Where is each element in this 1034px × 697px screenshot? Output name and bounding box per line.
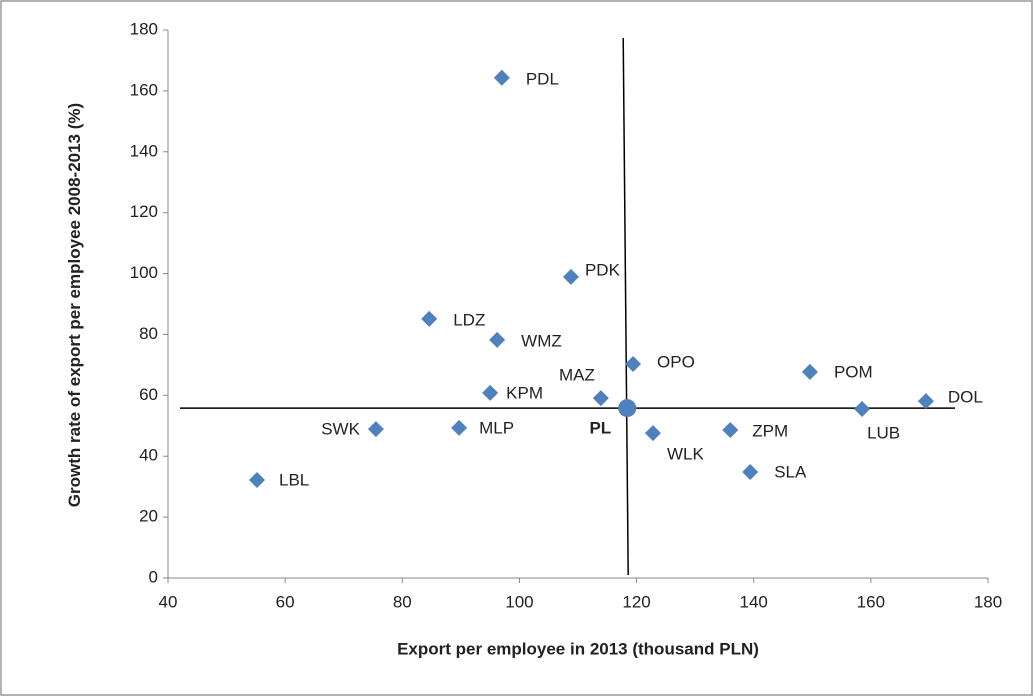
point-label: WMZ: [521, 331, 562, 350]
point-label: OPO: [657, 352, 695, 371]
point-label: MAZ: [559, 366, 595, 385]
data-point: [482, 384, 499, 401]
data-point: [644, 425, 661, 442]
data-point: [249, 471, 266, 488]
data-point: [625, 355, 642, 372]
data-point: [854, 401, 871, 418]
point-label: WLK: [667, 445, 705, 464]
y-tick-label: 20: [139, 507, 158, 526]
point-label: MLP: [479, 418, 514, 437]
x-tick-label: 60: [276, 592, 295, 611]
data-point: [722, 422, 739, 439]
x-tick-label: 120: [622, 592, 650, 611]
point-label: LBL: [279, 470, 309, 489]
y-tick-label: 100: [130, 263, 158, 282]
data-point: [493, 69, 510, 86]
data-point: [592, 390, 609, 407]
y-tick-label: 80: [139, 324, 158, 343]
point-label: POM: [834, 362, 873, 381]
y-axis-label: Growth rate of export per employee 2008-…: [65, 102, 84, 508]
point-label: LDZ: [453, 310, 485, 329]
data-point: [367, 421, 384, 438]
x-tick-label: 40: [159, 592, 178, 611]
point-label: PDL: [526, 69, 559, 88]
data-point: [421, 310, 438, 327]
y-tick-label: 60: [139, 385, 158, 404]
data-point: [917, 393, 934, 410]
y-tick-label: 40: [139, 446, 158, 465]
y-tick-label: 0: [149, 567, 158, 586]
x-tick-label: 180: [974, 592, 1002, 611]
y-tick-label: 120: [130, 202, 158, 221]
reference-point: [618, 399, 637, 418]
point-label: SLA: [774, 463, 807, 482]
point-label: SWK: [321, 420, 360, 439]
data-point: [489, 331, 506, 348]
x-tick-label: 140: [740, 592, 768, 611]
point-label: DOL: [948, 388, 983, 407]
point-label: ZPM: [752, 422, 788, 441]
y-tick-label: 160: [130, 80, 158, 99]
point-label: PDK: [585, 260, 621, 279]
point-label: LUB: [867, 424, 900, 443]
reference-label: PL: [589, 419, 611, 438]
data-point: [562, 268, 579, 285]
data-point: [801, 363, 818, 380]
x-axis-label: Export per employee in 2013 (thousand PL…: [397, 639, 759, 658]
y-tick-label: 140: [130, 141, 158, 160]
x-tick-label: 80: [393, 592, 412, 611]
x-tick-label: 100: [505, 592, 533, 611]
data-point: [742, 464, 759, 481]
data-point: [451, 419, 468, 436]
x-tick-label: 160: [857, 592, 885, 611]
point-label: KPM: [506, 383, 543, 402]
y-tick-label: 180: [130, 19, 158, 38]
reference-line-vertical: [622, 37, 629, 576]
